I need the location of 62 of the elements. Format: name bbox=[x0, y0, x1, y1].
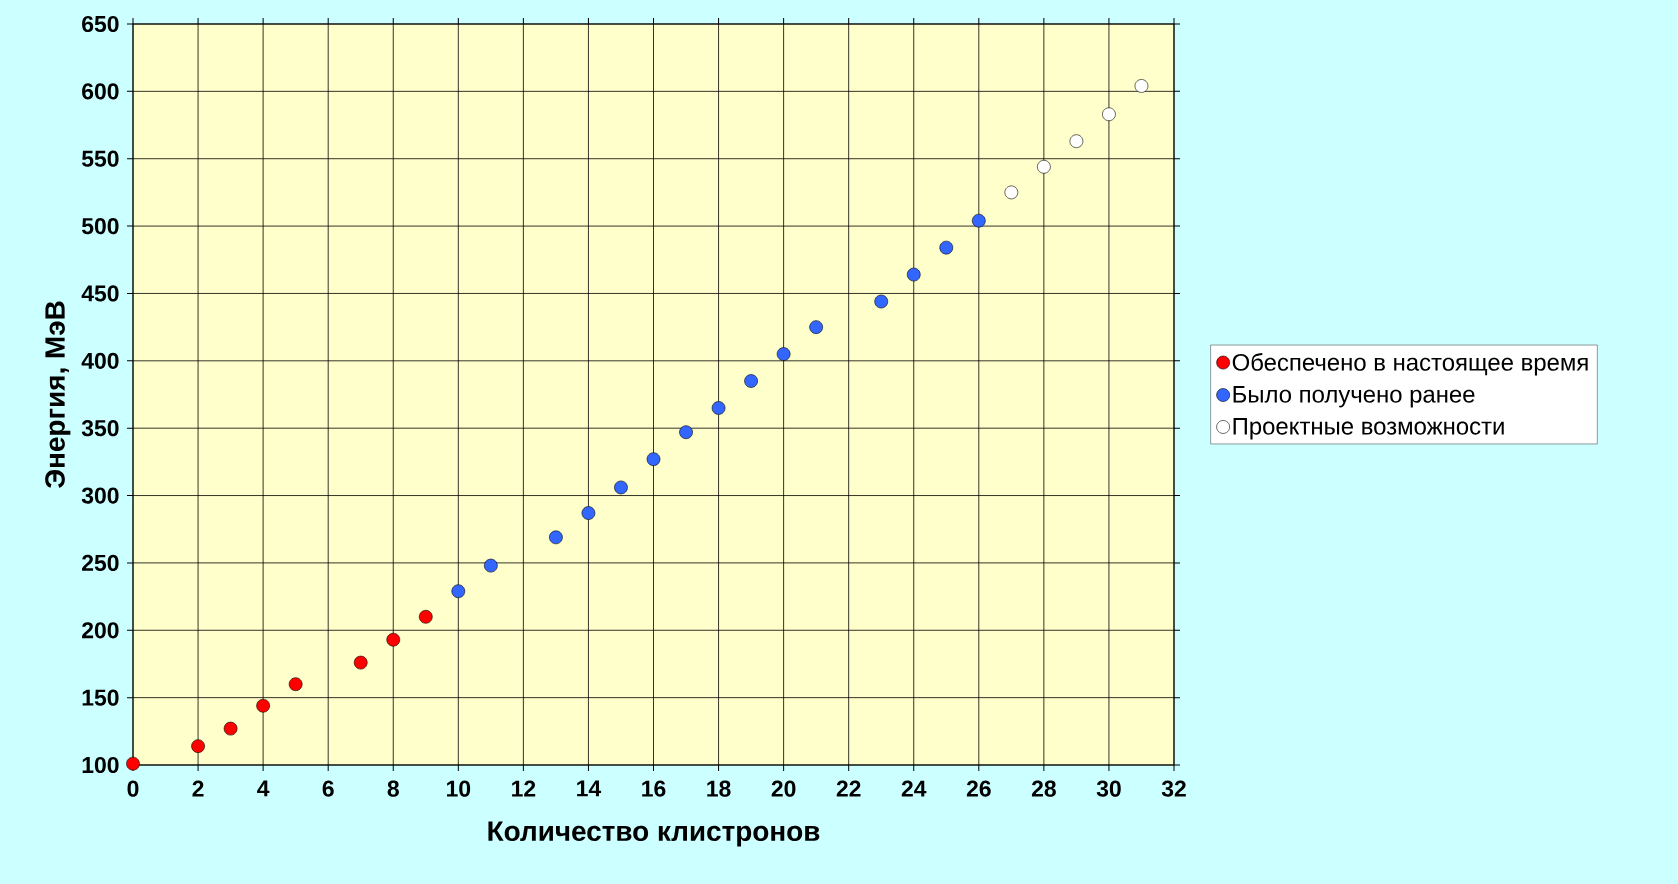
point bbox=[451, 584, 466, 598]
point bbox=[256, 698, 270, 713]
x-tick-label: 32 bbox=[1161, 780, 1186, 797]
point bbox=[1037, 160, 1051, 174]
x-tick-label: 30 bbox=[1096, 780, 1121, 797]
point bbox=[972, 213, 986, 228]
y-tick-label: 650 bbox=[82, 15, 119, 33]
y-tick-label: 500 bbox=[81, 217, 119, 235]
point bbox=[191, 739, 205, 753]
point bbox=[386, 632, 401, 647]
x-tick-label: 26 bbox=[966, 780, 991, 797]
x-tick-label: 2 bbox=[192, 780, 204, 797]
y-tick-label: 100 bbox=[82, 756, 119, 774]
point bbox=[549, 530, 563, 545]
point bbox=[776, 347, 791, 361]
point bbox=[1102, 107, 1116, 122]
x-tick-label: 20 bbox=[771, 780, 796, 797]
x-tick-label: 14 bbox=[577, 780, 602, 797]
legend-label: Было получено ранее bbox=[1233, 386, 1475, 408]
point bbox=[418, 610, 433, 624]
point bbox=[1069, 134, 1084, 148]
y-tick-label: 250 bbox=[82, 554, 119, 572]
point bbox=[939, 240, 954, 255]
x-tick-label: 4 bbox=[257, 780, 270, 797]
point bbox=[744, 374, 758, 388]
point bbox=[679, 425, 693, 440]
point bbox=[581, 506, 596, 520]
y-tick-label: 400 bbox=[81, 352, 119, 369]
point bbox=[809, 320, 823, 334]
x-tick-label: 22 bbox=[836, 780, 861, 797]
x-tick-label: 24 bbox=[901, 780, 927, 797]
x-tick-label: 16 bbox=[642, 780, 666, 797]
point bbox=[1134, 79, 1149, 93]
point bbox=[1004, 185, 1019, 200]
point bbox=[711, 401, 726, 415]
y-tick-label: 150 bbox=[82, 689, 119, 706]
y-tick-label: 450 bbox=[81, 285, 119, 302]
y-tick-label: 350 bbox=[81, 420, 119, 437]
y-tick-label: 300 bbox=[81, 487, 119, 504]
point bbox=[288, 677, 303, 691]
x-tick-label: 12 bbox=[512, 780, 536, 797]
legend-label: Обеспечено в настоящее время bbox=[1232, 353, 1588, 376]
x-tick-label: 10 bbox=[447, 780, 471, 797]
point bbox=[223, 721, 238, 736]
point bbox=[614, 480, 628, 495]
y-axis-title: Энергия, МэВ bbox=[45, 301, 71, 489]
point bbox=[874, 294, 889, 309]
y-tick-label: 600 bbox=[82, 83, 119, 100]
point bbox=[353, 655, 368, 670]
legend-label: Проектные возможности bbox=[1233, 417, 1504, 440]
point bbox=[646, 452, 661, 466]
y-tick-label: 200 bbox=[82, 622, 119, 639]
x-tick-label: 8 bbox=[387, 780, 399, 797]
point bbox=[126, 756, 140, 771]
x-tick-label: 18 bbox=[707, 780, 731, 797]
x-tick-label: 0 bbox=[127, 780, 139, 797]
point bbox=[906, 267, 921, 282]
y-tick-label: 550 bbox=[81, 150, 119, 167]
point bbox=[484, 558, 498, 573]
x-axis-title: Количество клистронов bbox=[488, 821, 820, 847]
x-tick-label: 28 bbox=[1031, 780, 1056, 797]
x-tick-label: 6 bbox=[322, 780, 334, 797]
